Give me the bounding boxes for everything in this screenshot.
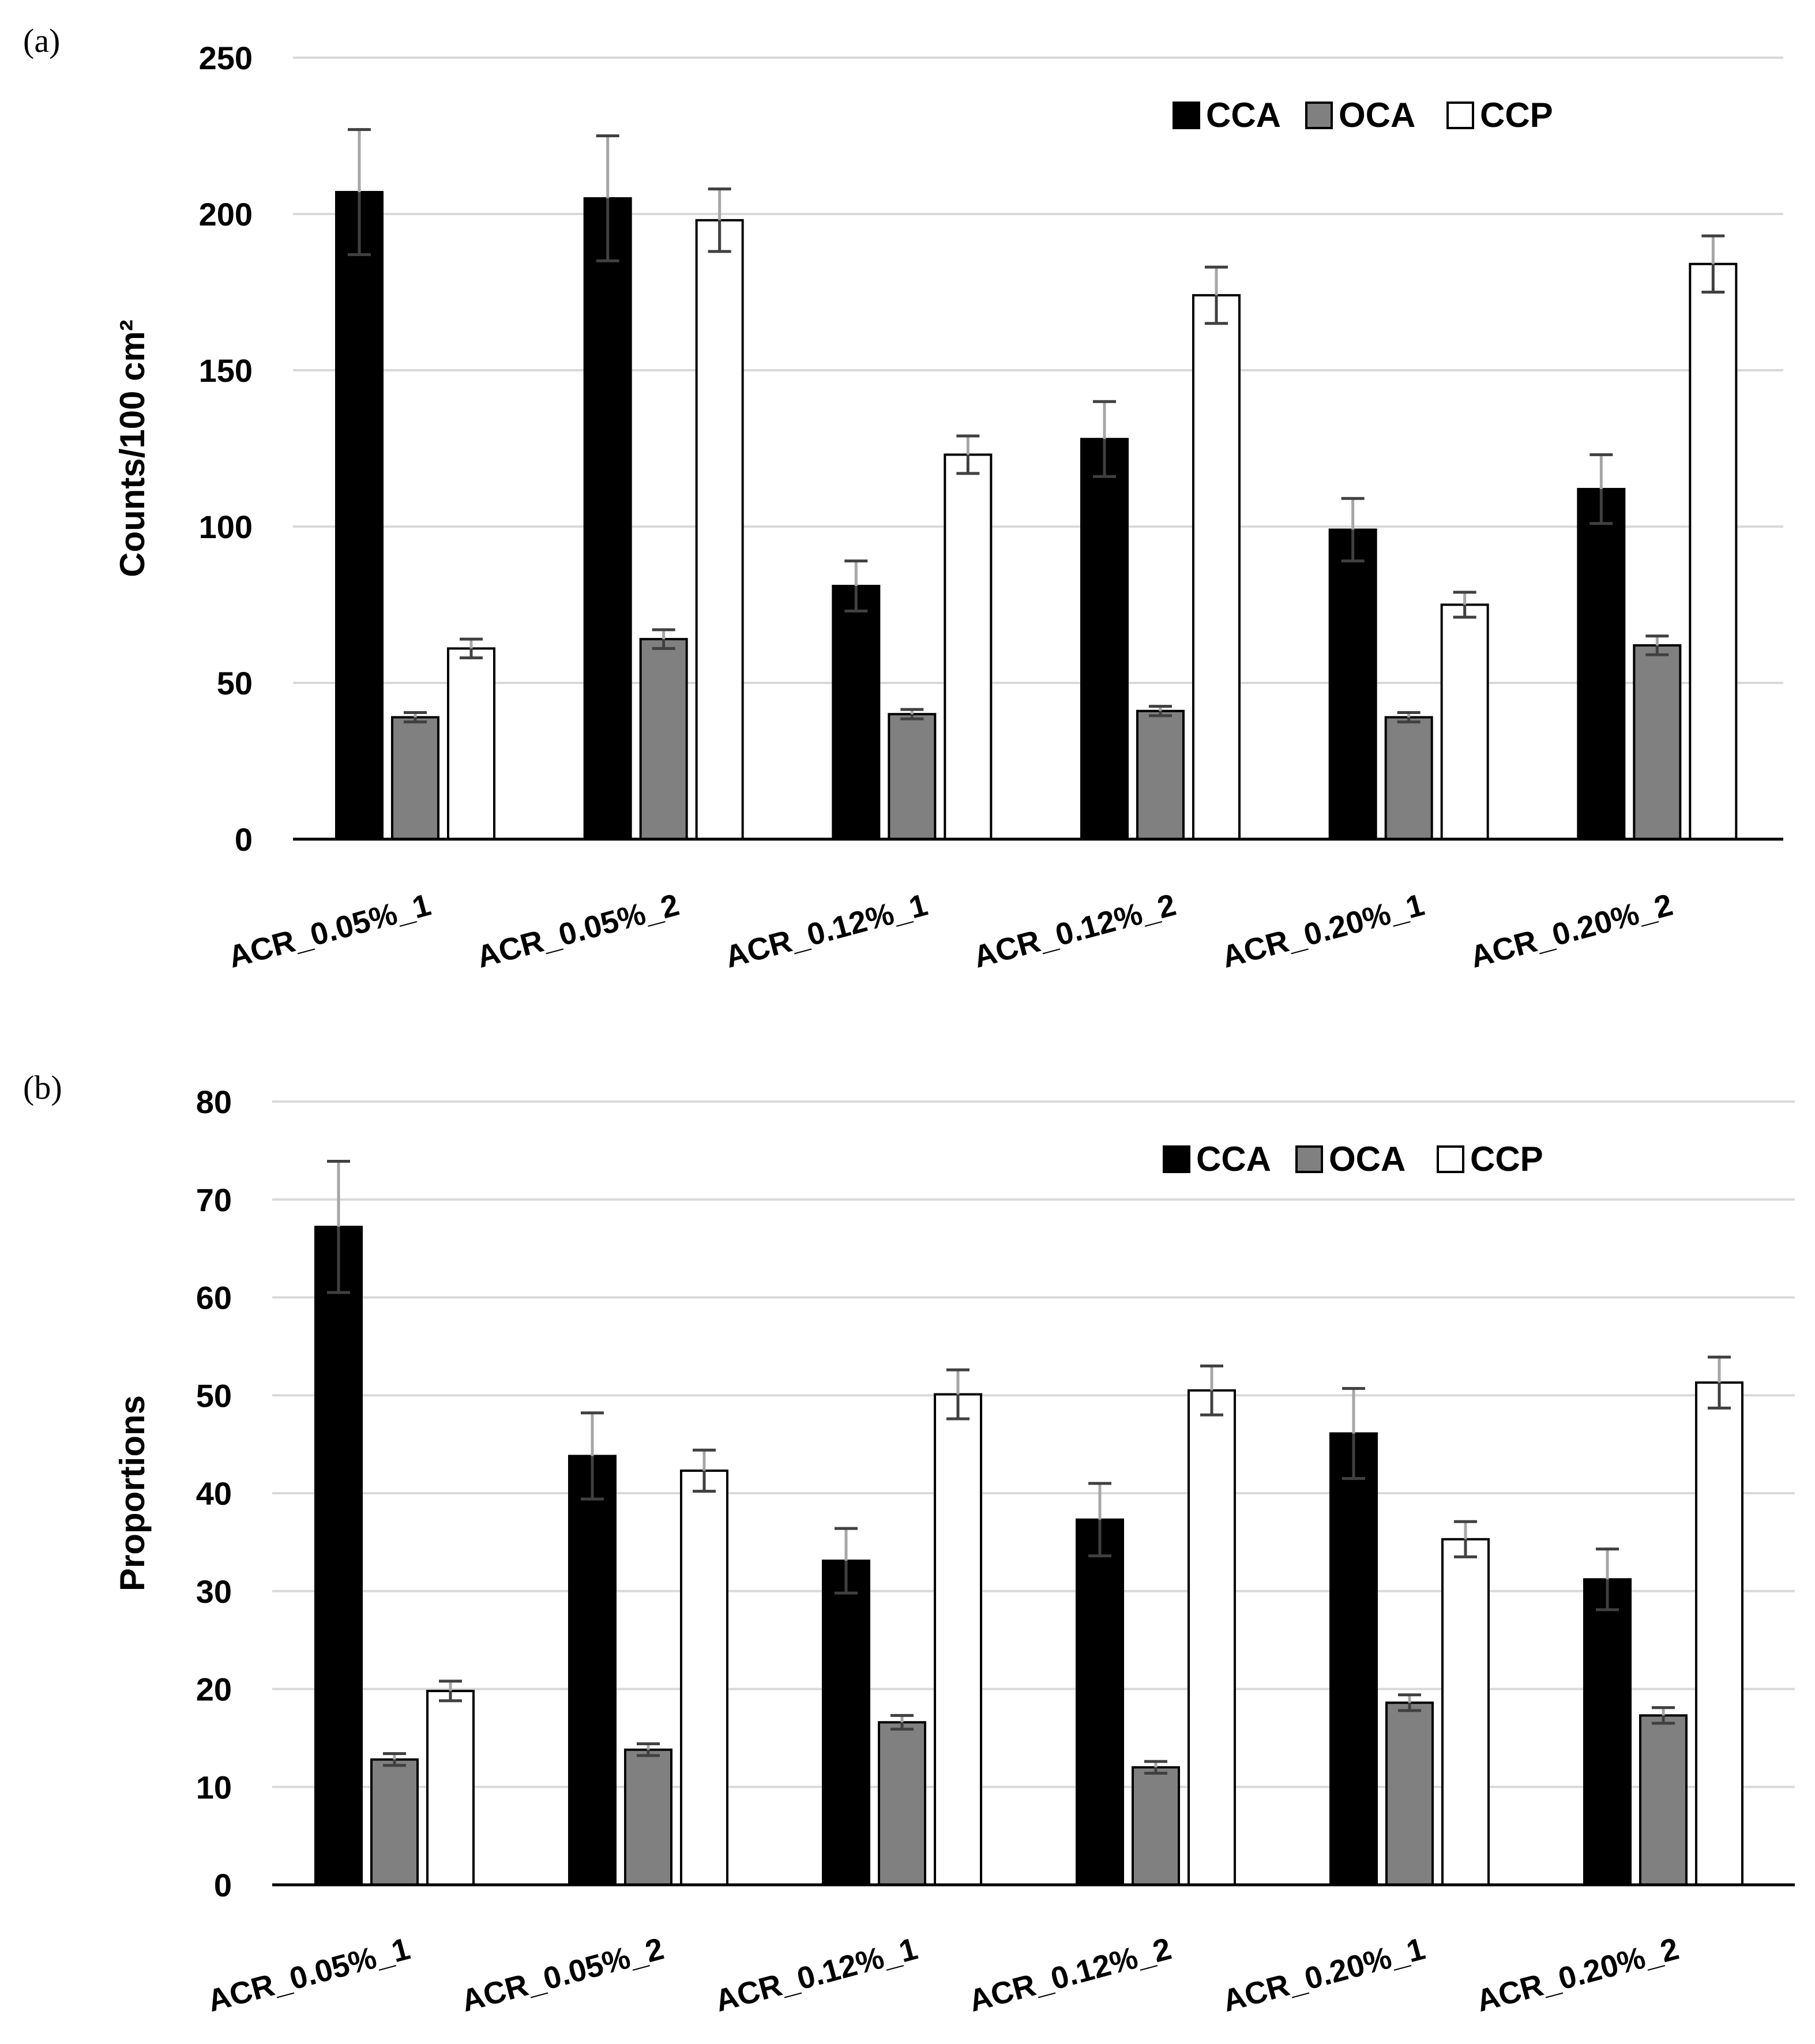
bar-cca bbox=[1583, 1578, 1632, 1886]
y-tick-label: 10 bbox=[196, 1769, 232, 1805]
panel-label: (a) bbox=[23, 22, 60, 59]
bar-oca bbox=[1132, 1766, 1180, 1887]
bar-oca bbox=[1385, 1701, 1434, 1886]
bar-ccp bbox=[1440, 603, 1489, 840]
bar-cca bbox=[314, 1226, 363, 1886]
legend-label-oca: OCA bbox=[1339, 96, 1415, 134]
legend-swatch-ccp bbox=[1446, 102, 1474, 129]
bar-ccp bbox=[447, 647, 495, 840]
bar-cca bbox=[822, 1560, 870, 1886]
bar-oca bbox=[370, 1758, 419, 1886]
bar-cca bbox=[1076, 1518, 1124, 1886]
y-tick-label: 50 bbox=[217, 665, 253, 701]
bar-oca bbox=[1136, 709, 1185, 841]
bar-cca bbox=[1329, 1432, 1378, 1886]
y-tick-label: 0 bbox=[214, 1867, 232, 1903]
legend-swatch-ccp bbox=[1437, 1145, 1464, 1173]
bar-oca bbox=[391, 716, 439, 840]
bar-cca bbox=[1328, 528, 1377, 840]
y-axis-title: Proportions bbox=[113, 1395, 152, 1591]
y-axis-title: Counts/100 cm² bbox=[113, 320, 152, 577]
bar-ccp bbox=[1441, 1538, 1490, 1886]
y-tick-label: 100 bbox=[199, 509, 253, 545]
panel-label: (b) bbox=[23, 1069, 62, 1106]
bar-ccp bbox=[934, 1393, 982, 1886]
legend-swatch-oca bbox=[1295, 1145, 1323, 1173]
bar-cca bbox=[1080, 438, 1129, 840]
bar-ccp bbox=[695, 219, 744, 841]
y-tick-label: 200 bbox=[199, 196, 253, 232]
bar-ccp bbox=[1192, 294, 1241, 841]
y-tick-label: 40 bbox=[196, 1475, 232, 1512]
bar-cca bbox=[832, 584, 881, 840]
legend-label-cca: CCA bbox=[1196, 1140, 1271, 1178]
bar-ccp bbox=[1689, 262, 1738, 841]
legend-swatch-cca bbox=[1173, 102, 1200, 129]
bar-ccp bbox=[1188, 1389, 1236, 1886]
legend-label-oca: OCA bbox=[1329, 1140, 1406, 1178]
bar-oca bbox=[888, 713, 937, 840]
bar-oca bbox=[878, 1721, 926, 1887]
legend-swatch-oca bbox=[1305, 102, 1333, 129]
bar-cca bbox=[583, 197, 632, 840]
bar-oca bbox=[639, 638, 688, 840]
legend-label-ccp: CCP bbox=[1470, 1140, 1543, 1178]
y-tick-label: 30 bbox=[196, 1573, 232, 1610]
bar-ccp bbox=[1695, 1381, 1743, 1887]
y-tick-label: 80 bbox=[196, 1084, 232, 1120]
bar-ccp bbox=[426, 1689, 475, 1887]
y-tick-label: 20 bbox=[196, 1671, 232, 1708]
legend-label-cca: CCA bbox=[1206, 96, 1281, 134]
legend-swatch-cca bbox=[1163, 1145, 1190, 1173]
bar-oca bbox=[624, 1748, 672, 1887]
y-tick-label: 70 bbox=[196, 1182, 232, 1218]
legend-label-ccp: CCP bbox=[1480, 96, 1553, 134]
y-tick-label: 60 bbox=[196, 1280, 232, 1316]
bar-ccp bbox=[680, 1469, 728, 1886]
y-tick-label: 0 bbox=[235, 821, 253, 858]
bar-oca bbox=[1633, 644, 1682, 840]
bar-oca bbox=[1639, 1714, 1688, 1887]
bar-ccp bbox=[944, 453, 993, 840]
y-tick-label: 250 bbox=[199, 40, 253, 76]
bar-oca bbox=[1384, 716, 1433, 840]
bar-cca bbox=[335, 191, 384, 840]
y-tick-label: 50 bbox=[196, 1377, 232, 1414]
panel-b: (b)01020304050607080ProportionsACR_0.05%… bbox=[23, 1069, 1795, 2019]
bar-cca bbox=[1577, 487, 1626, 840]
y-tick-label: 150 bbox=[199, 352, 253, 389]
bar-cca bbox=[568, 1455, 617, 1887]
